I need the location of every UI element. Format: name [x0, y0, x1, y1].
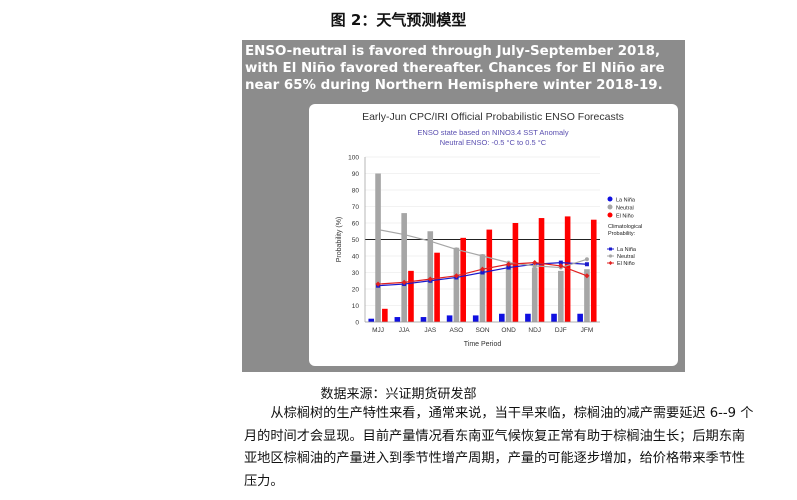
bar-lania [394, 317, 401, 322]
bar-lania [472, 315, 479, 322]
climatology-point [428, 239, 433, 244]
bar-neutral [375, 173, 381, 322]
climatology-point [454, 247, 459, 252]
y-tick-label: 70 [352, 204, 360, 211]
bar-elnio [512, 223, 519, 322]
bar-elnio [408, 270, 414, 322]
climatology-point [506, 261, 512, 267]
y-tick-label: 90 [352, 171, 360, 178]
bar-neutral [531, 267, 538, 322]
y-tick-label: 30 [352, 270, 360, 277]
climatology-point [584, 273, 590, 279]
bar-neutral [401, 213, 407, 322]
bar-lania [368, 318, 375, 322]
climatology-point [402, 232, 407, 237]
x-axis-label: Time Period [464, 341, 502, 348]
climatology-point [584, 257, 589, 262]
climatology-point [480, 270, 485, 275]
bar-elnio [564, 216, 571, 322]
bar-elnio [382, 308, 388, 322]
bar-neutral [453, 247, 460, 322]
legend-label: El Niño [616, 214, 634, 220]
y-axis-label: Probability (%) [336, 217, 343, 263]
y-tick-label: 80 [352, 188, 360, 195]
y-tick-label: 60 [352, 221, 360, 228]
bar-lania [525, 313, 531, 322]
enso-chart-card: Early-Jun CPC/IRI Official Probabilistic… [309, 104, 678, 366]
data-source-caption: 数据来源：兴证期货研发部 [320, 387, 477, 402]
x-tick-label: OND [501, 327, 516, 334]
chart-subtitle-line: Neutral ENSO: -0.5 °C to 0.5 °C [440, 138, 547, 147]
chart-title: Early-Jun CPC/IRI Official Probabilistic… [362, 111, 624, 123]
legend-line-marker [609, 247, 612, 251]
legend-climatology-title: Climatological [608, 224, 642, 230]
bar-elnio [460, 237, 466, 322]
legend-label: Neutral [617, 254, 635, 260]
x-tick-label: ASO [450, 327, 464, 334]
bar-elnio [538, 218, 545, 322]
x-tick-label: MJJ [372, 327, 384, 334]
y-tick-label: 100 [348, 155, 359, 162]
x-tick-label: JFM [581, 327, 594, 334]
climatology-point [479, 266, 486, 272]
bar-lania [499, 313, 505, 322]
climatology-point [532, 263, 537, 268]
climatology-point [376, 227, 381, 232]
x-tick-label: JJA [399, 327, 411, 334]
bar-neutral [479, 254, 486, 322]
legend-label: El Niño [617, 261, 635, 267]
bar-elnio [590, 219, 597, 322]
x-tick-label: NDJ [528, 327, 541, 334]
bar-lania [446, 315, 453, 322]
y-tick-label: 10 [352, 303, 360, 310]
bar-elnio [486, 229, 493, 322]
enso-forecast-chart: Early-Jun CPC/IRI Official Probabilistic… [336, 111, 642, 348]
bar-lania [420, 317, 427, 322]
bar-lania [551, 313, 557, 322]
climatology-point [480, 254, 485, 258]
bar-lania [577, 313, 583, 322]
y-tick-label: 50 [352, 237, 360, 244]
legend-label: La Niña [617, 247, 637, 253]
climatology-point [506, 265, 511, 270]
y-tick-label: 20 [352, 287, 360, 294]
legend-line-marker [608, 261, 613, 265]
bar-neutral [505, 264, 512, 322]
climatology-point [584, 262, 589, 267]
chart-subtitle-line: ENSO state based on NINO3.4 SST Anomaly [417, 128, 568, 137]
figure-title: 图 2：天气预测模型 [330, 11, 467, 29]
y-tick-label: 0 [355, 320, 359, 327]
bar-neutral [584, 269, 590, 322]
body-paragraph: 从棕榈树的生产特性来看，通常来说，当干旱来临，棕榈油的减产需要延迟 6--9 个… [244, 406, 754, 489]
bar-elnio [434, 252, 440, 322]
legend-line-marker [608, 254, 613, 258]
bar-neutral [558, 270, 564, 322]
forecast-figure-panel: ENSO-neutral is favored through July-Sep… [242, 40, 685, 372]
legend-marker [607, 196, 613, 202]
legend-marker [607, 212, 613, 218]
x-tick-label: JAS [424, 327, 437, 334]
legend-climatology-title: Probability: [608, 231, 636, 237]
enso-headline: ENSO-neutral is favored through July-Sep… [245, 44, 665, 93]
legend-marker [607, 204, 613, 210]
y-tick-label: 40 [352, 254, 360, 261]
x-tick-label: SON [475, 327, 489, 334]
x-tick-label: DJF [555, 327, 567, 334]
legend-label: La Niña [616, 198, 636, 204]
legend-label: Neutral [616, 206, 634, 212]
climatology-point [558, 260, 563, 265]
